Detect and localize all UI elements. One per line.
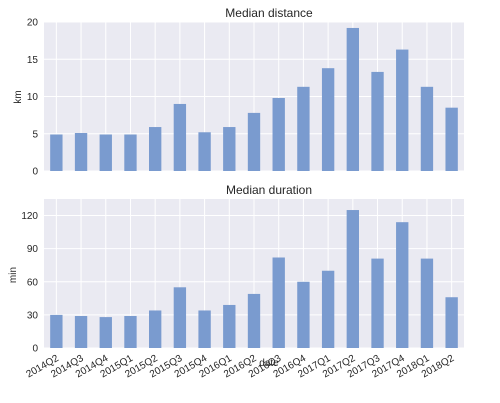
bar-2017Q2 [346, 27, 359, 172]
y-tick-label: 60 [27, 277, 39, 288]
bar-2015Q4 [198, 310, 211, 348]
chart-title: Median distance [225, 6, 313, 20]
bar-2017Q4 [396, 222, 409, 348]
bar-2017Q1 [321, 270, 335, 348]
bar-2014Q4 [99, 134, 112, 171]
bar-2015Q1 [124, 315, 137, 348]
bar-2016Q3 [272, 257, 285, 348]
y-tick-label: 15 [27, 55, 39, 66]
bar-2014Q3 [74, 133, 88, 171]
y-tick-label: 5 [32, 129, 38, 140]
y-tick-label: 30 [27, 310, 39, 321]
bar-2015Q3 [173, 287, 187, 348]
bar-2016Q4 [297, 281, 310, 348]
bar-2017Q1 [321, 68, 335, 171]
y-axis-label: km [13, 90, 24, 103]
bar-2018Q1 [420, 86, 434, 171]
bar-2014Q3 [74, 315, 88, 348]
bar-2016Q2 [247, 293, 261, 348]
y-axis-label: min [8, 267, 19, 283]
bar-2016Q4 [297, 86, 310, 171]
bar-2017Q4 [396, 49, 409, 171]
y-tick-label: 90 [27, 244, 39, 255]
bar-2018Q1 [420, 258, 434, 348]
bar-2016Q2 [247, 112, 261, 171]
y-tick-label: 0 [32, 167, 38, 178]
bar-2017Q3 [371, 258, 384, 348]
bar-2015Q2 [149, 310, 162, 348]
bar-2015Q1 [124, 134, 137, 171]
bar-2017Q3 [371, 71, 384, 171]
bar-2015Q2 [149, 127, 162, 171]
x-axis-label: date [259, 358, 279, 369]
chart-median-distance: Median distance km 0 5 10 15 20 [13, 6, 464, 178]
bar-2015Q3 [173, 103, 187, 171]
y-tick-label: 120 [21, 211, 38, 222]
bar-2016Q1 [223, 127, 236, 171]
chart-median-duration: Median duration min date 03060901202014Q… [8, 183, 464, 380]
bar-2015Q4 [198, 132, 211, 171]
y-tick-label: 10 [27, 92, 39, 103]
bar-2014Q4 [99, 317, 112, 348]
bar-2014Q2 [50, 134, 63, 171]
y-tick-label: 0 [32, 344, 38, 355]
bar-2018Q2 [445, 297, 458, 348]
bar-2017Q2 [346, 210, 359, 348]
bar-2018Q2 [445, 107, 458, 171]
bar-2014Q2 [50, 314, 63, 348]
y-tick-label: 20 [27, 18, 39, 29]
bar-2016Q1 [223, 304, 236, 348]
bar-2016Q3 [272, 97, 285, 171]
chart-title: Median duration [226, 183, 312, 197]
